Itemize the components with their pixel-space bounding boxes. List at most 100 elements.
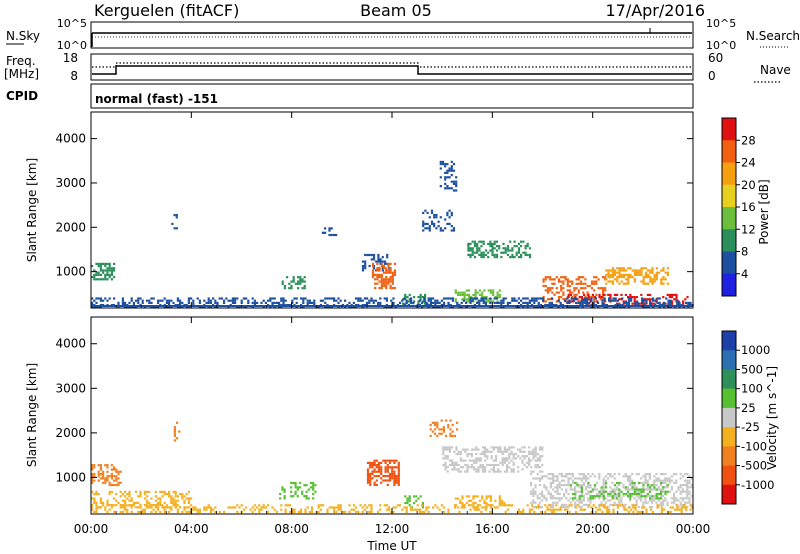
velocity-echo-cell (532, 488, 535, 491)
power-echo-cell (609, 298, 612, 301)
velocity-echo-cell (651, 488, 654, 491)
velocity-echo-cell (528, 457, 531, 460)
velocity-echo-cell (600, 495, 603, 498)
velocity-echo-cell (612, 510, 615, 513)
power-echo-cell (549, 287, 552, 290)
velocity-echo-cell (528, 510, 531, 513)
power-echo-cell (620, 273, 623, 276)
velocity-echo-cell (484, 446, 487, 449)
power-echo-cell (460, 306, 463, 309)
velocity-echo-cell (377, 468, 381, 471)
velocity-colorbar-segment (722, 427, 736, 447)
velocity-echo-cell (578, 501, 581, 504)
velocity-echo-cell (393, 459, 396, 462)
power-echo-cell (493, 253, 496, 256)
velocity-echo-cell (599, 504, 602, 507)
velocity-echo-cell (388, 475, 392, 478)
power-echo-cell (664, 271, 667, 274)
power-echo-cell (141, 299, 144, 302)
velocity-echo-cell (106, 470, 109, 473)
power-echo-cell (460, 301, 463, 304)
power-echo-cell (408, 293, 411, 296)
velocity-echo-cell (375, 483, 378, 486)
power-echo-cell (476, 242, 479, 245)
velocity-echo-cell (532, 448, 535, 451)
power-echo-cell (387, 280, 390, 283)
velocity-echo-cell (532, 492, 535, 495)
velocity-echo-cell (370, 508, 373, 511)
velocity-echo-cell (146, 506, 149, 509)
power-echo-cell (434, 299, 437, 302)
velocity-echo-cell (371, 466, 374, 469)
velocity-echo-cell (615, 486, 618, 489)
power-echo-cell (671, 300, 674, 303)
power-echo-cell (425, 301, 428, 304)
power-echo-cell (474, 296, 477, 299)
velocity-echo-cell (453, 450, 456, 453)
velocity-echo-cell (176, 495, 179, 498)
power-echo-cell (303, 287, 306, 290)
velocity-echo-cell (633, 484, 636, 487)
velocity-echo-cell (615, 488, 618, 491)
velocity-echo-cell (646, 479, 649, 482)
velocity-echo-cell (377, 466, 381, 469)
power-echo-cell (471, 251, 474, 254)
power-echo-cell (328, 297, 331, 300)
power-echo-cell (595, 276, 598, 279)
power-echo-cell (179, 301, 182, 304)
velocity-echo-cell (475, 468, 478, 471)
power-echo-cell (124, 301, 127, 304)
velocity-echo-cell (517, 448, 520, 451)
velocity-echo-cell (119, 470, 122, 473)
velocity-echo-cell (675, 481, 678, 484)
velocity-echo-cell (473, 468, 476, 471)
velocity-echo-cell (680, 508, 683, 511)
power-echo-cell (378, 287, 381, 290)
power-echo-cell (117, 301, 120, 304)
power-echo-cell (658, 297, 661, 300)
power-echo-cell (493, 301, 496, 304)
velocity-echo-cell (649, 508, 652, 511)
velocity-echo-cell (653, 497, 656, 500)
velocity-echo-cell (553, 508, 556, 511)
velocity-echo-cell (491, 504, 494, 507)
power-echo-cell (506, 253, 510, 256)
power-echo-cell (489, 300, 493, 303)
power-echo-cell (517, 301, 520, 304)
power-echo-cell (533, 301, 536, 304)
power-echo-cell (583, 299, 586, 302)
power-echo-cell (653, 276, 656, 279)
velocity-echo-cell (375, 459, 378, 462)
power-echo-cell (344, 299, 347, 302)
velocity-echo-cell (538, 497, 541, 500)
power-echo-cell (489, 306, 492, 309)
power-echo-cell (607, 269, 610, 272)
power-echo-cell (489, 291, 493, 294)
velocity-echo-cell (552, 473, 555, 476)
power-echo-cell (448, 187, 451, 190)
power-echo-cell (548, 306, 551, 309)
power-echo-cell (493, 256, 496, 259)
power-echo-cell (526, 242, 529, 245)
power-echo-cell (604, 289, 607, 292)
velocity-echo-cell (314, 484, 317, 487)
velocity-echo-cell (649, 486, 652, 489)
power-echo-cell (655, 267, 658, 270)
velocity-echo-cell (604, 497, 607, 500)
power-echo-cell (618, 302, 621, 305)
power-echo-cell (117, 306, 120, 309)
velocity-echo-cell (677, 486, 680, 489)
velocity-echo-cell (209, 506, 212, 509)
velocity-echo-cell (384, 461, 387, 464)
power-echo-cell (459, 291, 462, 294)
velocity-echo-cell (659, 479, 662, 482)
velocity-echo-cell (290, 486, 293, 489)
power-echo-cell (542, 278, 545, 281)
power-echo-cell (376, 273, 379, 276)
velocity-echo-cell (605, 506, 608, 509)
velocity-echo-cell (609, 495, 612, 498)
velocity-echo-cell (563, 492, 566, 495)
power-echo-cell (387, 269, 390, 272)
velocity-echo-cell (357, 510, 360, 513)
power-echo-cell (522, 251, 525, 254)
